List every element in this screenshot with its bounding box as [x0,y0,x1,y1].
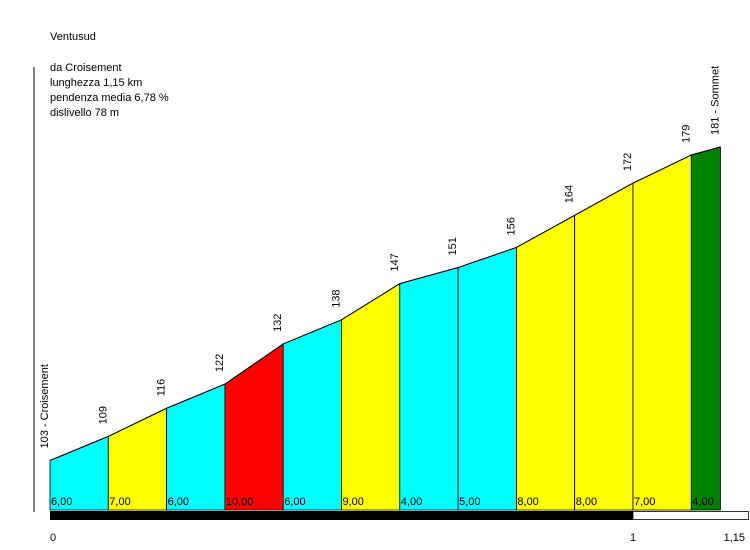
segment-gradient-label: 7,00 [634,496,655,508]
segment-gradient-label: 7,00 [109,496,130,508]
elevation-label: 181 - Sommet [709,66,721,135]
elevation-label: 156 [505,217,517,235]
segment-8 [457,246,517,511]
elevation-label: 109 [97,406,109,424]
labels-layer: 6,00 7,00 6,00 10,00 6,00 9,00 4,00 5,00 8,00 8,0… [39,66,721,508]
avg-gradient-label: pendenza media 6,78 % [50,92,169,104]
elevation-label: 122 [214,354,226,372]
segment-11 [632,154,692,511]
km-label: 1,15 [724,532,745,544]
km-label: 0 [50,532,56,544]
segment-gradient-label: 10,00 [226,496,254,508]
profile-line [49,146,721,461]
segment-gradient-label: 8,00 [576,496,597,508]
elevation-label: 147 [389,253,401,271]
segment-gradient-label: 6,00 [284,496,305,508]
segment-3 [166,383,226,511]
segment-9 [516,214,576,511]
elevation-label: 172 [622,153,634,171]
segment-10 [574,182,634,511]
profile-line-layer [49,146,721,461]
segment-gradient-label: 4,00 [401,496,422,508]
elevation-label: 179 [680,125,692,143]
segments-layer [49,146,721,511]
start-label: da Croisement [50,62,122,74]
elevation-label: 138 [331,289,343,307]
segment-12 [690,146,721,511]
elevation-label: 132 [272,314,284,332]
segment-4 [224,343,284,511]
elevation-label: 103 - Croisement [39,364,51,448]
segment-2 [107,407,168,511]
segment-gradient-label: 6,00 [51,496,72,508]
length-label: lunghezza 1,15 km [50,77,143,89]
distance-bar-layer: 0 1 1,15 [50,511,749,544]
km-label: 1 [630,532,636,544]
distance-bar-filled [50,511,633,520]
segment-gradient-label: 5,00 [459,496,480,508]
elevation-label: 116 [156,379,168,397]
elevation-label: 151 [447,237,459,255]
segment-gradient-label: 6,00 [168,496,189,508]
segment-7 [399,267,459,511]
distance-bar-remaining [632,511,749,520]
segment-gradient-label: 4,00 [692,496,713,508]
segment-gradient-label: 9,00 [343,496,364,508]
segment-5 [282,319,342,511]
segment-6 [341,282,401,511]
segment-gradient-label: 8,00 [517,496,538,508]
chart-title: Ventusud [50,31,96,43]
elevation-gain-label: dislivello 78 m [50,107,120,119]
elevation-label: 164 [564,185,576,203]
